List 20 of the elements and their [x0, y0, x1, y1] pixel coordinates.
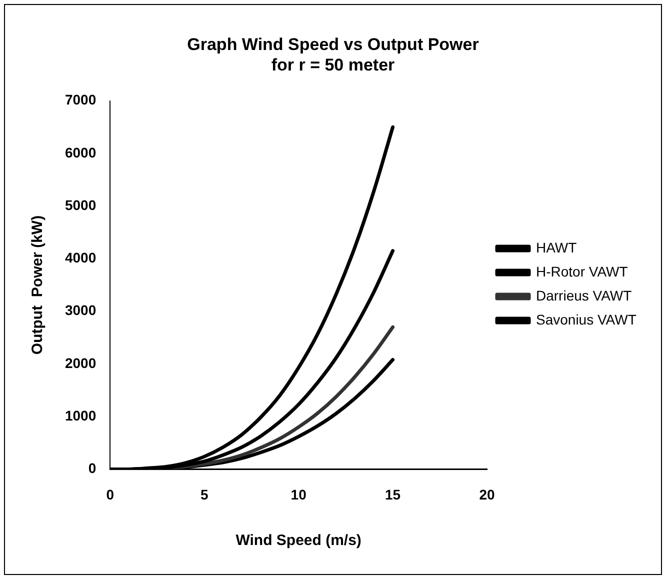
y-tick-label: 2000 — [64, 354, 96, 371]
x-tick-label: 0 — [106, 486, 114, 502]
legend-label: Savonius VAWT — [536, 311, 637, 328]
y-axis-title: Output Power (kW) — [29, 215, 46, 355]
y-tick-label: 6000 — [64, 144, 96, 160]
y-tick-label: 5000 — [64, 196, 96, 213]
y-tick-label: 3000 — [64, 302, 96, 318]
x-axis-title: Wind Speed (m/s) — [236, 532, 362, 550]
x-tick-label: 20 — [479, 486, 495, 502]
legend-label: H-Rotor VAWT — [536, 263, 628, 280]
x-tick-label: 15 — [384, 486, 401, 502]
y-tick-label: 0 — [88, 460, 96, 476]
x-tick-label: 10 — [290, 486, 307, 502]
y-tick-label: 1000 — [64, 407, 96, 424]
legend-label: Darrieus VAWT — [536, 287, 632, 304]
x-tick-label: 5 — [200, 486, 208, 502]
y-tick-label: 7000 — [64, 92, 96, 108]
chart-title: Graph Wind Speed vs Output Power for r = 50 meter — [187, 34, 480, 74]
legend-label: HAWT — [536, 239, 578, 256]
y-tick-label: 4000 — [64, 250, 96, 266]
